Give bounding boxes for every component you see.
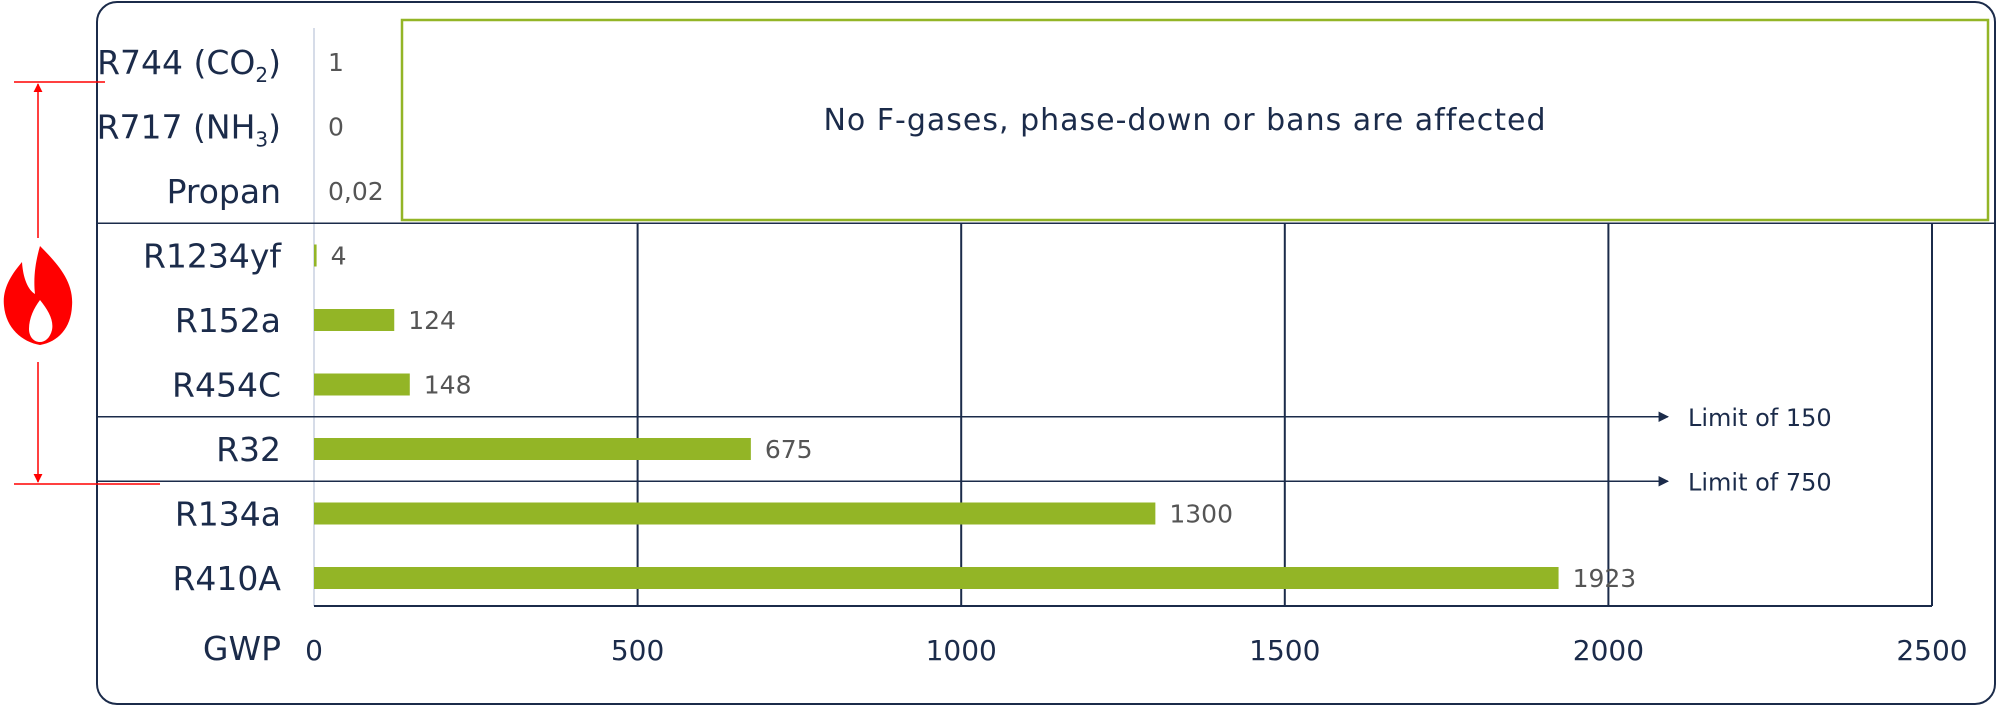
chart-frame <box>96 1 1996 705</box>
category-label: R32 <box>216 430 281 469</box>
limit-lines: Limit of 150 Limit of 750 <box>97 404 1832 496</box>
category-label: R744 (CO2) <box>97 43 281 87</box>
annotation-box: No F-gases, phase-down or bans are affec… <box>400 18 1990 222</box>
value-label: 4 <box>331 242 347 271</box>
value-label: 0 <box>328 113 344 142</box>
bar <box>314 373 410 396</box>
category-labels: R744 (CO2) R717 (NH3) Propan R1234yf R152a R4… <box>97 43 283 598</box>
bar <box>314 567 1559 589</box>
annotation-text: No F-gases, phase-down or bans are affec… <box>823 103 1546 138</box>
category-label: R152a <box>175 301 281 340</box>
limit-label: Limit of 150 <box>1688 404 1832 432</box>
value-label: 0,02 <box>328 177 384 206</box>
value-label: 675 <box>765 435 813 464</box>
category-label: R454C <box>172 366 281 405</box>
limit-label: Limit of 750 <box>1688 468 1832 496</box>
category-label: R134a <box>175 495 281 534</box>
flammable-range-indicator <box>3 81 160 485</box>
value-label: 124 <box>408 306 456 335</box>
x-tick-label: 1500 <box>1249 634 1320 667</box>
x-tick-label: 1000 <box>926 634 997 667</box>
category-label: R410A <box>173 559 282 598</box>
flame-icon <box>3 246 73 345</box>
value-label: 1 <box>328 48 344 77</box>
chart-bars <box>314 244 1559 589</box>
x-tick-label: 2500 <box>1896 634 1967 667</box>
bar <box>314 502 1156 525</box>
value-labels: 1 0 0,02 4 124 148 675 1300 1923 <box>328 48 1636 593</box>
x-axis-ticks: 0 500 1000 1500 2000 2500 <box>305 634 1968 667</box>
value-label: 1300 <box>1169 500 1233 529</box>
category-label: R717 (NH3) <box>97 108 281 152</box>
x-tick-label: 0 <box>305 634 323 667</box>
x-axis-label: GWP <box>203 629 281 668</box>
bar <box>314 309 395 331</box>
category-label: Propan <box>167 172 281 211</box>
bar <box>314 244 317 267</box>
value-label: 148 <box>424 371 472 400</box>
x-tick-label: 2000 <box>1573 634 1644 667</box>
x-tick-label: 500 <box>611 634 664 667</box>
bar <box>314 438 751 460</box>
category-label: R1234yf <box>143 237 282 276</box>
value-label: 1923 <box>1573 564 1637 593</box>
